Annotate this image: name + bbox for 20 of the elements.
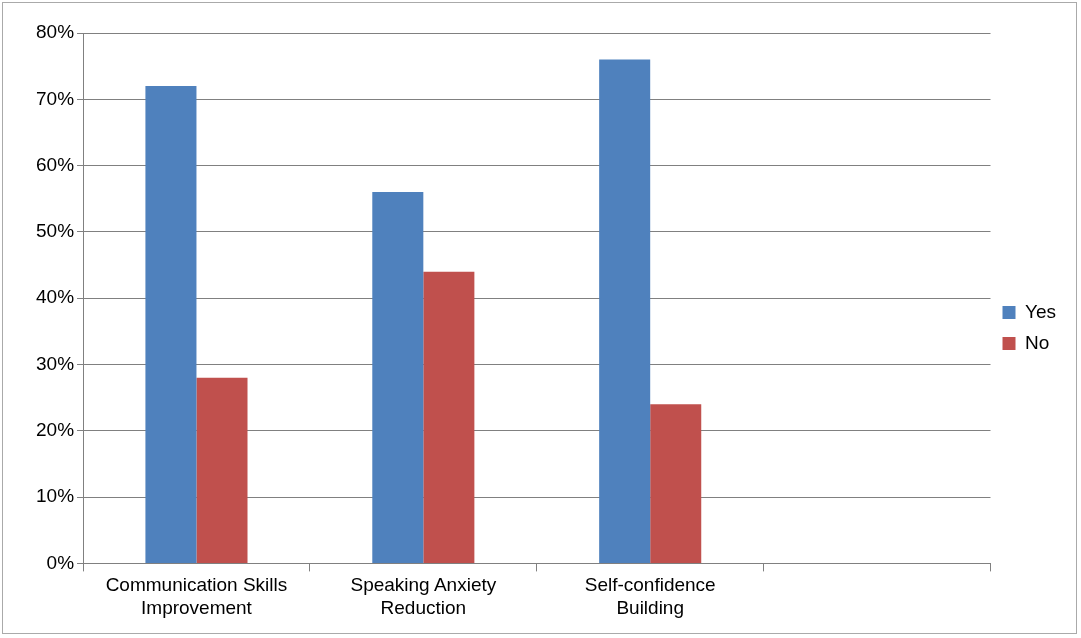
y-tick-label: 80%	[36, 21, 75, 43]
y-tick-label: 20%	[36, 419, 75, 441]
legend-label: Yes	[1025, 300, 1056, 322]
bar	[599, 59, 651, 563]
legend-label: No	[1025, 331, 1050, 353]
bar	[145, 86, 197, 563]
bar	[372, 192, 424, 563]
y-tick-label: 30%	[36, 352, 75, 374]
y-tick-label: 10%	[36, 485, 75, 507]
y-tick-label: 0%	[46, 551, 75, 573]
x-tick-label: Self-confidence Building	[584, 574, 716, 618]
y-tick-label: 60%	[36, 153, 75, 175]
bar	[423, 271, 475, 563]
x-tick-label: Speaking Anxiety Reduction	[350, 574, 497, 618]
y-tick-label: 70%	[36, 87, 75, 109]
y-tick-label: 50%	[36, 220, 75, 242]
bar	[650, 404, 702, 563]
y-tick-label: 40%	[36, 286, 75, 308]
bar	[196, 377, 248, 563]
x-tick-label: Communication Skills Improvement	[105, 574, 288, 618]
